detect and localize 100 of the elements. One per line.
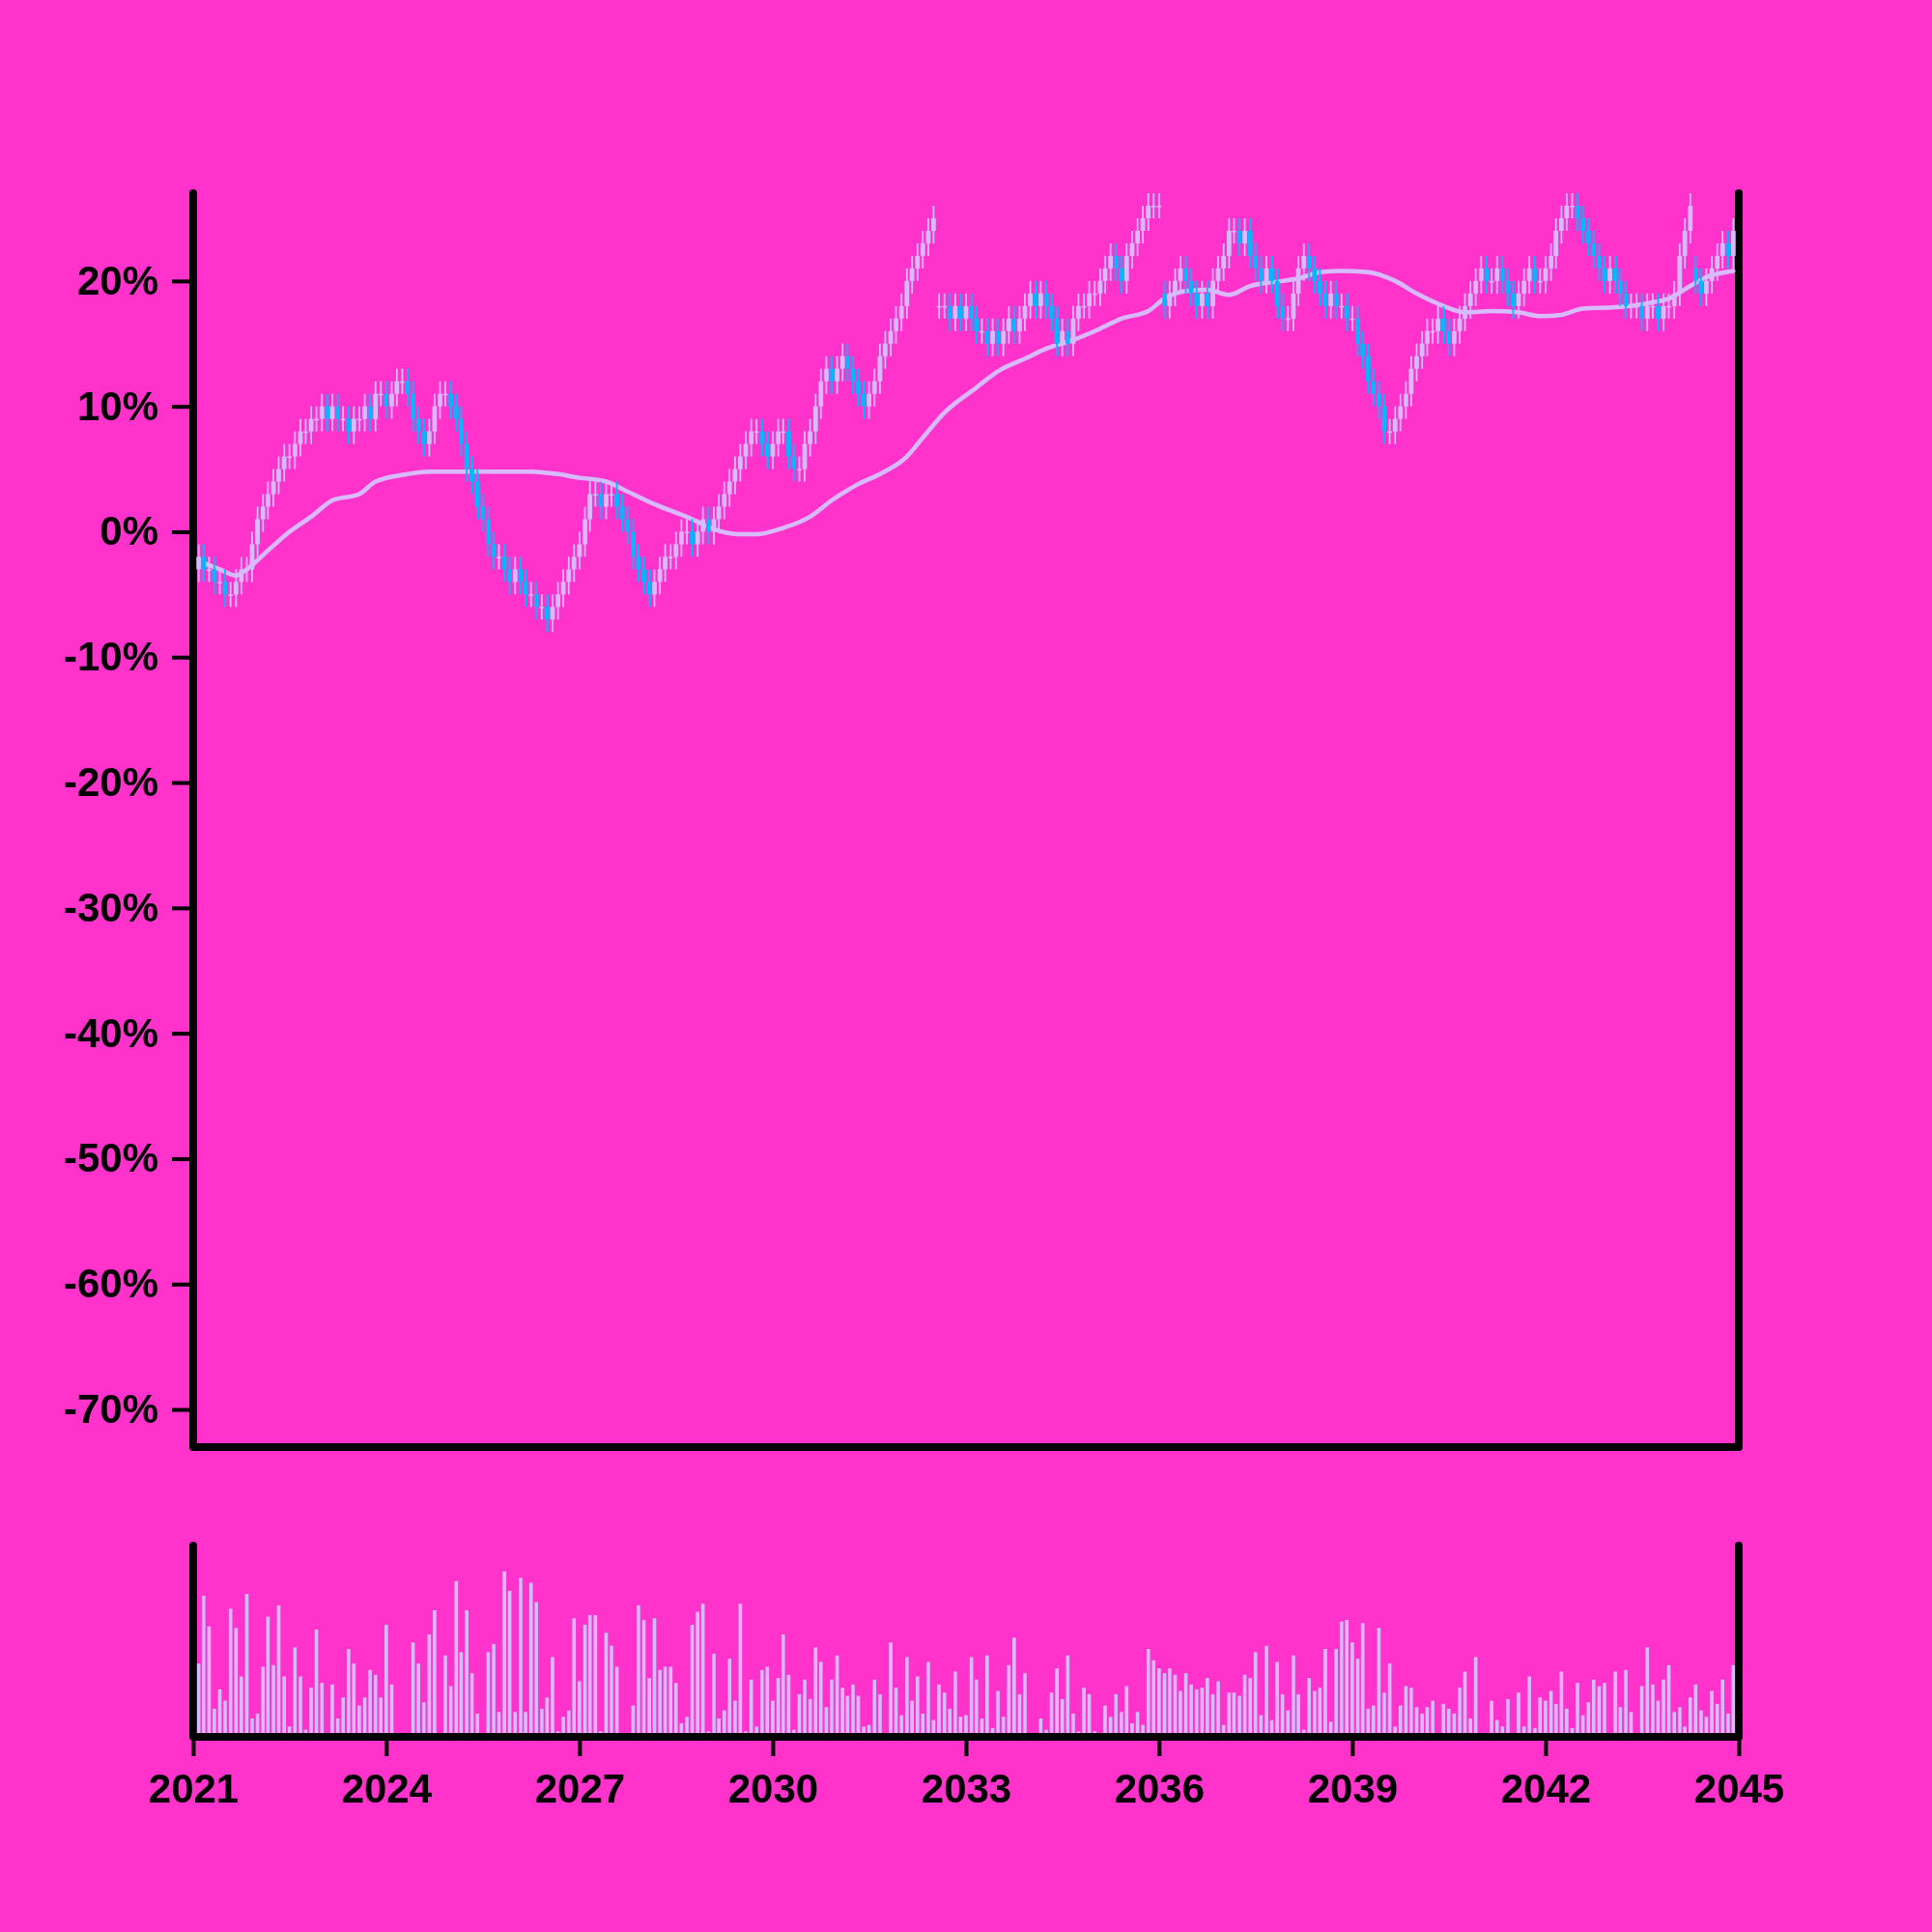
candlestick [726, 468, 732, 508]
candlestick [931, 205, 936, 244]
bar [384, 1624, 388, 1733]
candlestick [1404, 380, 1408, 420]
candlestick [722, 480, 727, 521]
bar [1323, 1649, 1327, 1733]
candlestick [1440, 304, 1446, 345]
candlestick [389, 380, 394, 420]
candlestick [1591, 230, 1597, 270]
bar [213, 1708, 216, 1733]
y-tick-label: 10% [76, 383, 158, 429]
bar [792, 1729, 796, 1733]
candlestick [636, 543, 641, 583]
bar [803, 1679, 807, 1733]
bar [754, 1726, 758, 1733]
bar [1130, 1722, 1134, 1733]
bar [733, 1700, 737, 1733]
candlestick [898, 292, 904, 332]
bar [1446, 1708, 1451, 1733]
bar [1710, 1690, 1714, 1733]
candlestick [1200, 279, 1205, 320]
candlestick [657, 555, 663, 596]
bar [872, 1679, 877, 1733]
bar [830, 1679, 834, 1733]
candlestick [1006, 304, 1011, 345]
bar [433, 1609, 437, 1733]
candlestick [528, 581, 534, 609]
bar [1372, 1705, 1376, 1733]
candlestick [346, 405, 352, 445]
candlestick [969, 292, 975, 332]
candlestick [871, 367, 877, 408]
bar [1393, 1726, 1398, 1733]
candlestick [1617, 267, 1623, 307]
candlestick [1049, 292, 1054, 332]
candlestick [652, 568, 657, 609]
bar [1624, 1669, 1628, 1733]
bar [1651, 1684, 1655, 1733]
bar [1001, 1717, 1006, 1733]
candlestick [920, 230, 925, 270]
candlestick [507, 555, 513, 596]
bar [985, 1655, 989, 1733]
bar [1398, 1705, 1403, 1733]
bar [851, 1684, 855, 1733]
candlestick [1725, 230, 1731, 270]
bar [610, 1645, 613, 1733]
candlestick [1719, 230, 1725, 270]
bar [330, 1684, 334, 1733]
candlestick [1328, 279, 1334, 320]
bar [1517, 1692, 1520, 1733]
candlestick [335, 392, 341, 433]
candlestick [1446, 317, 1452, 357]
bar [1216, 1681, 1220, 1733]
candlestick [448, 380, 454, 420]
candlestick [1312, 255, 1318, 295]
candlestick [1205, 279, 1210, 320]
candlestick [497, 543, 501, 571]
candlestick [1221, 242, 1227, 282]
candlestick [1344, 292, 1350, 332]
bar [1527, 1676, 1531, 1733]
candlestick [1510, 279, 1516, 320]
candlestick [1463, 292, 1467, 332]
bar [658, 1669, 662, 1733]
candlestick [646, 568, 652, 609]
bar [1613, 1671, 1618, 1733]
bar [899, 1715, 904, 1733]
candlestick [384, 380, 389, 420]
bar [813, 1647, 818, 1733]
x-tick-label: 2039 [1307, 1765, 1399, 1811]
bar [1275, 1662, 1279, 1733]
candlestick [894, 304, 898, 345]
bar [1420, 1713, 1424, 1733]
bar [1662, 1679, 1665, 1733]
candlestick [1435, 304, 1440, 345]
candlestick [276, 455, 281, 496]
candlestick [1119, 255, 1124, 295]
bar [1603, 1683, 1606, 1733]
bar [840, 1688, 845, 1733]
bar [996, 1690, 1000, 1733]
candlestick [856, 367, 861, 408]
candlestick [1580, 205, 1586, 244]
candlestick [1317, 267, 1322, 307]
bar [320, 1683, 325, 1733]
candlestick [228, 581, 234, 609]
x-tick-label: 2045 [1693, 1765, 1785, 1811]
candlestick [759, 417, 765, 458]
candlestick [362, 392, 367, 433]
y-tick-label: -60% [63, 1261, 158, 1307]
bar [357, 1705, 361, 1733]
bar [1012, 1637, 1016, 1733]
bar [1194, 1689, 1199, 1733]
bar [1409, 1688, 1413, 1733]
candlestick [1135, 217, 1140, 257]
candlestick [480, 493, 486, 533]
candlestick [1269, 255, 1274, 295]
bar [475, 1713, 480, 1733]
bar [1189, 1684, 1193, 1733]
candlestick [1377, 380, 1381, 420]
bar [673, 1683, 678, 1733]
candlestick [1671, 279, 1677, 320]
bar [818, 1662, 823, 1733]
